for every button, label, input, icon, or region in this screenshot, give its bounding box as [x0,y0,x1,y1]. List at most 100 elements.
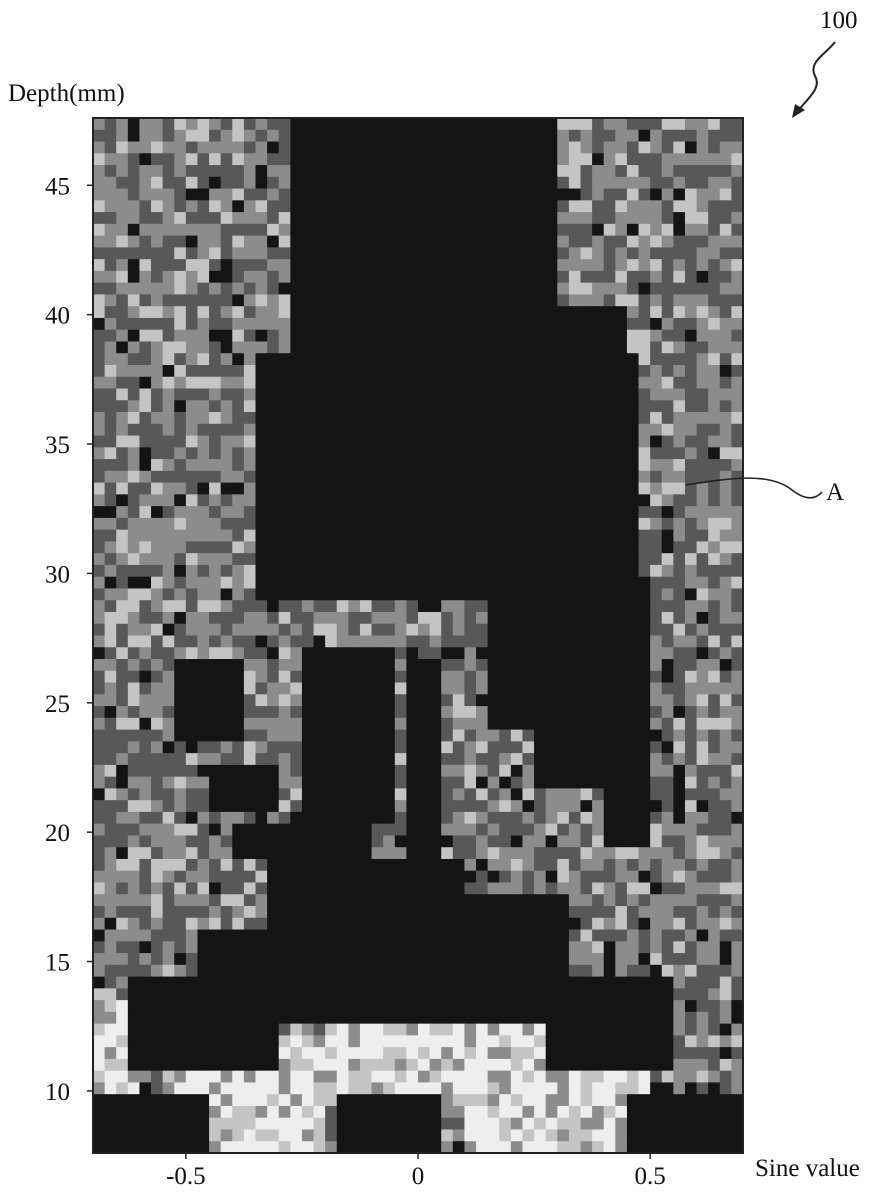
heatmap-cell [603,247,616,260]
heatmap-cell [592,659,605,672]
heatmap-cell [626,259,640,272]
heatmap-cell [719,1105,732,1119]
heatmap-cell [719,341,732,354]
heatmap-cell [441,847,454,860]
heatmap-cell [232,235,245,248]
heatmap-cell [534,282,547,296]
heatmap-cell [406,964,419,978]
heatmap-cell [278,1105,291,1119]
heatmap-cell [545,282,558,296]
heatmap-cell [452,1023,466,1036]
heatmap-cell [452,611,466,625]
heatmap-cell [510,529,524,543]
heatmap-cell [522,764,535,778]
heatmap-cell [638,906,651,919]
heatmap-cell [174,717,187,731]
heatmap-cell [290,1000,303,1013]
heatmap-cell [476,447,489,460]
heatmap-cell [174,600,187,613]
heatmap-cell [638,423,651,437]
heatmap-cell [93,894,106,907]
heatmap-cell [278,235,291,248]
heatmap-cell [429,1105,442,1119]
heatmap-cell [510,153,524,166]
heatmap-cell [127,294,141,307]
heatmap-cell [371,635,384,648]
heatmap-cell [534,541,547,554]
heatmap-cell [545,647,558,660]
heatmap-cell [522,364,535,378]
heatmap-cell [650,423,663,437]
heatmap-cell [661,306,674,319]
heatmap-cell [603,341,616,354]
heatmap-cell [290,506,303,519]
heatmap-cell [568,459,582,472]
heatmap-cell [499,400,512,413]
heatmap-cell [394,788,407,801]
heatmap-cell [476,506,489,519]
heatmap-cell [290,1105,303,1119]
heatmap-cell [592,470,605,484]
heatmap-cell [719,882,732,895]
heatmap-cell [441,1023,454,1036]
heatmap-cell [429,929,442,942]
heatmap-cell [232,341,245,354]
heatmap-cell [151,647,164,660]
heatmap-cell [638,764,651,778]
heatmap-cell [476,1117,489,1131]
heatmap-cell [209,553,222,566]
heatmap-cell [673,741,686,754]
heatmap-cell [626,647,640,660]
heatmap-cell [104,764,117,778]
heatmap-cell [243,623,257,637]
heatmap-cell [348,1047,361,1060]
heatmap-cell [93,270,106,284]
heatmap-cell [359,753,373,766]
heatmap-cell [418,623,431,637]
heatmap-cell [603,1117,616,1131]
heatmap-cell [325,764,338,778]
heatmap-cell [232,741,245,754]
heatmap-cell [592,847,605,860]
heatmap-cell [557,306,570,319]
heatmap-cell [185,153,199,166]
heatmap-cell [185,553,199,566]
heatmap-cell [708,329,721,343]
heatmap-cell [220,247,233,260]
heatmap-cell [406,1011,419,1025]
heatmap-cell [476,635,489,648]
heatmap-cell [684,917,698,931]
heatmap-cell [301,376,315,390]
heatmap-cell [464,353,477,366]
heatmap-cell [673,1000,686,1013]
heatmap-cell [104,459,117,472]
heatmap-cell [684,1141,698,1153]
heatmap-cell [580,870,593,884]
heatmap-cell [162,118,175,131]
heatmap-cell [719,364,732,378]
heatmap-cell [151,259,164,272]
heatmap-cell [290,376,303,390]
heatmap-cell [592,129,605,143]
heatmap-cell [534,600,547,613]
heatmap-cell [719,423,732,437]
heatmap-cell [476,376,489,390]
heatmap-cell [220,659,233,672]
heatmap-cell [673,223,686,237]
heatmap-cell [696,459,709,472]
heatmap-cell [371,129,384,143]
heatmap-cell [383,470,396,484]
heatmap-cell [267,1047,280,1060]
heatmap-cell [267,553,280,566]
heatmap-cell [383,717,396,731]
heatmap-cell [510,541,524,554]
heatmap-cell [522,329,535,343]
heatmap-cell [278,270,291,284]
heatmap-cell [336,541,349,554]
heatmap-cell [719,823,732,837]
heatmap-cell [209,1094,222,1107]
heatmap-cell [174,447,187,460]
heatmap-cell [406,976,419,989]
heatmap-cell [348,823,361,837]
heatmap-cell [603,1058,616,1072]
